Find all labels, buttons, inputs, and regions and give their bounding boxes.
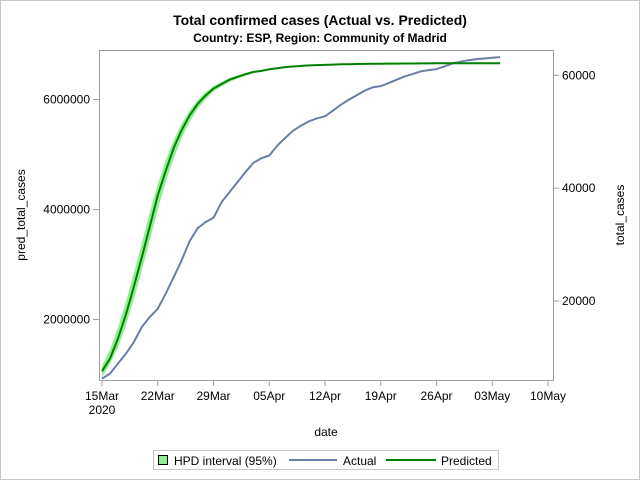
y-right-tick-label: 60000 xyxy=(562,68,596,82)
x-tick-label: 22Mar xyxy=(141,389,175,403)
x-axis-label: date xyxy=(314,425,338,439)
x-tick-label: 29Mar xyxy=(196,389,230,403)
x-tick-label: 10May xyxy=(530,389,566,403)
x-tick-label: 05Apr xyxy=(253,389,285,403)
y-axis-right-label: total_cases xyxy=(613,185,627,246)
x-axis: 15Mar 22Mar 29Mar 05Apr 12Apr 19Apr 26Apr 03May… xyxy=(85,380,566,417)
y-axis-left-label: pred_total_cases xyxy=(14,169,28,260)
plot-frame xyxy=(99,50,554,381)
y-axis-left: 2000000 4000000 6000000 xyxy=(43,93,99,327)
legend: HPD interval (95%) Actual Predicted xyxy=(153,450,499,470)
y-left-tick-label: 6000000 xyxy=(43,93,90,107)
x-tick-label: 19Apr xyxy=(365,389,397,403)
y-axis-right: 20000 40000 60000 xyxy=(553,68,596,308)
x-tick-label: 26Apr xyxy=(420,389,452,403)
lines-layer xyxy=(101,56,501,380)
x-tick-year-label: 2020 xyxy=(89,403,116,417)
actual-line xyxy=(101,56,501,380)
chart-title: Total confirmed cases (Actual vs. Predic… xyxy=(173,12,467,28)
x-tick-label: 15Mar xyxy=(85,389,119,403)
predicted-line xyxy=(101,62,501,372)
legend-hpd-label: HPD interval (95%) xyxy=(174,454,277,468)
y-left-tick-label: 4000000 xyxy=(43,203,90,217)
x-tick-label: 12Apr xyxy=(309,389,341,403)
legend-actual-label: Actual xyxy=(343,454,376,468)
y-left-tick-label: 2000000 xyxy=(43,313,90,327)
y-right-tick-label: 40000 xyxy=(562,181,596,195)
y-right-tick-label: 20000 xyxy=(562,294,596,308)
chart-subtitle: Country: ESP, Region: Community of Madri… xyxy=(193,31,447,45)
legend-hpd-swatch xyxy=(158,455,168,465)
x-tick-label: 03May xyxy=(474,389,510,403)
legend-predicted-label: Predicted xyxy=(441,454,492,468)
